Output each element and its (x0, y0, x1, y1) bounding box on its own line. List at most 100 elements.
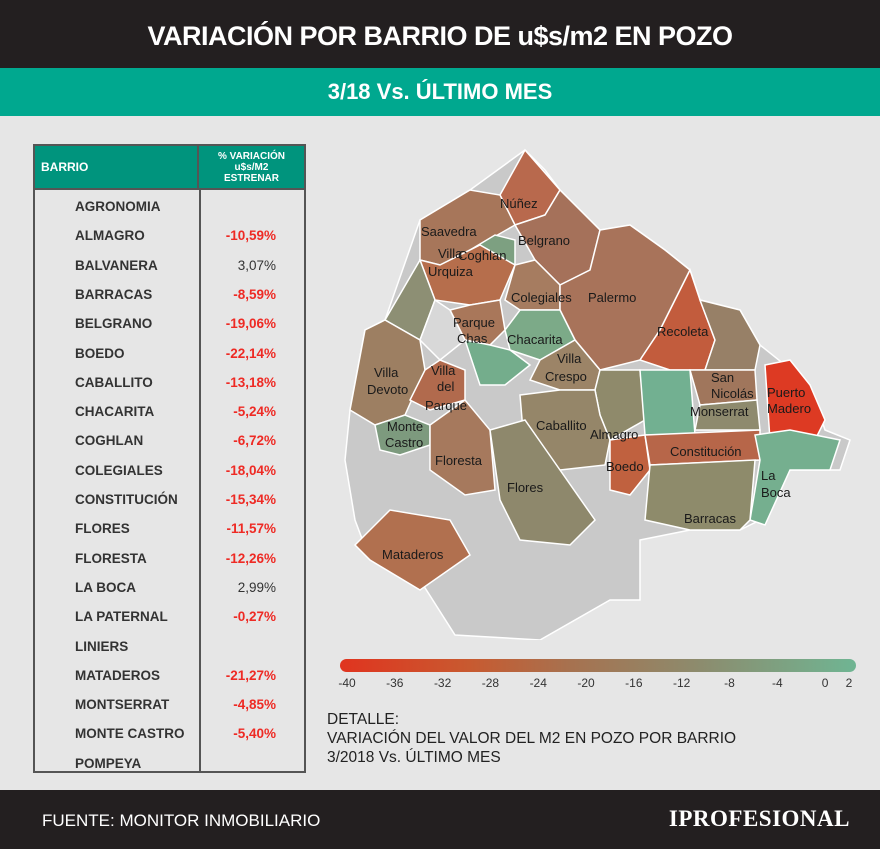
variation-value: -12,26% (225, 550, 276, 566)
detail-line: 3/2018 Vs. ÚLTIMO MES (327, 749, 501, 766)
barrio-name: MONTE CASTRO (75, 726, 185, 742)
region-barracas (644, 459, 756, 531)
map-label: Villa (438, 246, 463, 261)
variation-value: -22,14% (225, 345, 276, 361)
variation-value: -10,59% (225, 228, 276, 244)
table-row: CONSTITUCIÓN -15,34% (35, 489, 304, 511)
legend-tick: -24 (529, 676, 547, 690)
legend-tick: -8 (724, 676, 735, 690)
table-row: BARRACAS -8,59% (35, 284, 304, 306)
barrio-name: LA PATERNAL (75, 609, 168, 625)
map-label: Parque (425, 398, 467, 413)
map-label: Monserrat (690, 404, 749, 419)
map-label: Parque (453, 315, 495, 330)
variation-value: -19,06% (225, 316, 276, 332)
table-row: ALMAGRO -10,59% (35, 225, 304, 247)
map-label: Núñez (500, 196, 538, 211)
table-row: CABALLITO -13,18% (35, 372, 304, 394)
map-label: Chas (457, 331, 488, 346)
column-divider (199, 190, 201, 771)
table-row: MONTSERRAT -4,85% (35, 694, 304, 716)
footer (0, 790, 880, 849)
legend-tick: 0 (821, 676, 829, 690)
variation-value: -21,27% (225, 667, 276, 683)
map-label: Devoto (367, 382, 408, 397)
detail-line: DETALLE: (327, 711, 400, 728)
region-agronomia (419, 298, 466, 362)
barrio-name: AGRONOMIA (75, 199, 161, 214)
map-label: Monte (387, 419, 423, 434)
barrio-name: CHACARITA (75, 404, 155, 420)
subtitle-bar: 3/18 Vs. ÚLTIMO MES (0, 68, 880, 116)
barrio-map: NúñezSaavedraBelgranoCoghlanVillaUrquiza… (344, 148, 851, 640)
region-paternal (463, 339, 532, 386)
legend-tick: -12 (672, 676, 691, 690)
region-mataderos (353, 509, 471, 591)
legend-tick: -40 (338, 676, 356, 690)
region-villa-urquiza (418, 244, 516, 306)
table-row: LA PATERNAL -0,27% (35, 606, 304, 628)
variation-value: -0,27% (233, 609, 276, 625)
map-label: Coghlan (458, 248, 506, 263)
map-label: Floresta (435, 453, 483, 468)
col-variation-line: u$s/M2 (234, 162, 269, 173)
map-label: Palermo (588, 290, 636, 305)
map-label: Castro (385, 435, 423, 450)
map-label: Villa (557, 351, 582, 366)
detail-line: VARIACIÓN DEL VALOR DEL M2 EN POZO POR B… (327, 730, 737, 747)
barrio-name: BELGRANO (75, 316, 153, 332)
title-bar: VARIACIÓN POR BARRIO DE u$s/m2 EN POZO (0, 0, 880, 68)
table-row: BALVANERA 3,07% (35, 255, 304, 277)
barrio-name: BOEDO (75, 345, 125, 361)
subtitle: 3/18 Vs. ÚLTIMO MES (327, 79, 553, 104)
col-variation-line: % VARIACIÓN (217, 151, 286, 162)
map-label: Crespo (545, 369, 587, 384)
table-row: FLORESTA -12,26% (35, 548, 304, 570)
table-header: BARRIO % VARIACIÓN u$s/M2 ESTRENAR (35, 146, 304, 190)
variation-value: -11,57% (226, 521, 276, 537)
map-label: Flores (507, 480, 544, 495)
table-row: CHACARITA -5,24% (35, 401, 304, 423)
variation-value: 2,99% (237, 579, 276, 595)
region-balvanera (639, 369, 696, 436)
variation-value: -4,85% (233, 697, 276, 713)
color-scale (340, 659, 856, 672)
barrio-name: LA BOCA (75, 579, 136, 595)
barrio-name: COLEGIALES (75, 462, 163, 478)
region-boedo (609, 434, 651, 496)
variation-table: BARRIO % VARIACIÓN u$s/M2 ESTRENAR AGRON… (33, 144, 306, 773)
map-label: Urquiza (428, 264, 474, 279)
barrio-name: LINIERS (75, 638, 129, 654)
map-label: Boca (761, 485, 791, 500)
table-row: LINIERS (35, 636, 304, 658)
table-row: COGHLAN -6,72% (35, 430, 304, 452)
barrio-name: MATADEROS (75, 667, 160, 683)
map-label: Villa (431, 363, 456, 378)
legend-tick: -20 (577, 676, 595, 690)
legend-tick: -4 (771, 676, 783, 690)
legend-tick: 2 (845, 676, 853, 690)
variation-value: -18,04% (225, 462, 276, 478)
map-label: Nicolás (711, 386, 754, 401)
table-row: LA BOCA 2,99% (35, 577, 304, 599)
region-flores (489, 419, 596, 546)
barrio-name: FLORESTA (75, 550, 147, 566)
variation-value: -8,59% (233, 286, 276, 302)
table-row: FLORES -11,57% (35, 518, 304, 540)
map-label: Colegiales (511, 290, 572, 305)
map-label: del (437, 379, 454, 394)
map-label: Mataderos (382, 547, 444, 562)
legend-tick: -28 (481, 676, 500, 690)
region-puerto-madero (764, 359, 826, 441)
map-label: Constitución (670, 444, 742, 459)
map-label: Belgrano (518, 233, 570, 248)
barrio-name: CABALLITO (75, 374, 153, 390)
map-label: Almagro (590, 427, 638, 442)
variation-value: -5,40% (233, 726, 276, 742)
barrio-name: BARRACAS (75, 286, 153, 302)
table-row: BELGRANO -19,06% (35, 313, 304, 335)
map-label: Villa (374, 365, 399, 380)
barrio-name: COGHLAN (75, 433, 144, 449)
barrio-name: CONSTITUCIÓN (75, 492, 178, 507)
map-label: Boedo (606, 459, 644, 474)
